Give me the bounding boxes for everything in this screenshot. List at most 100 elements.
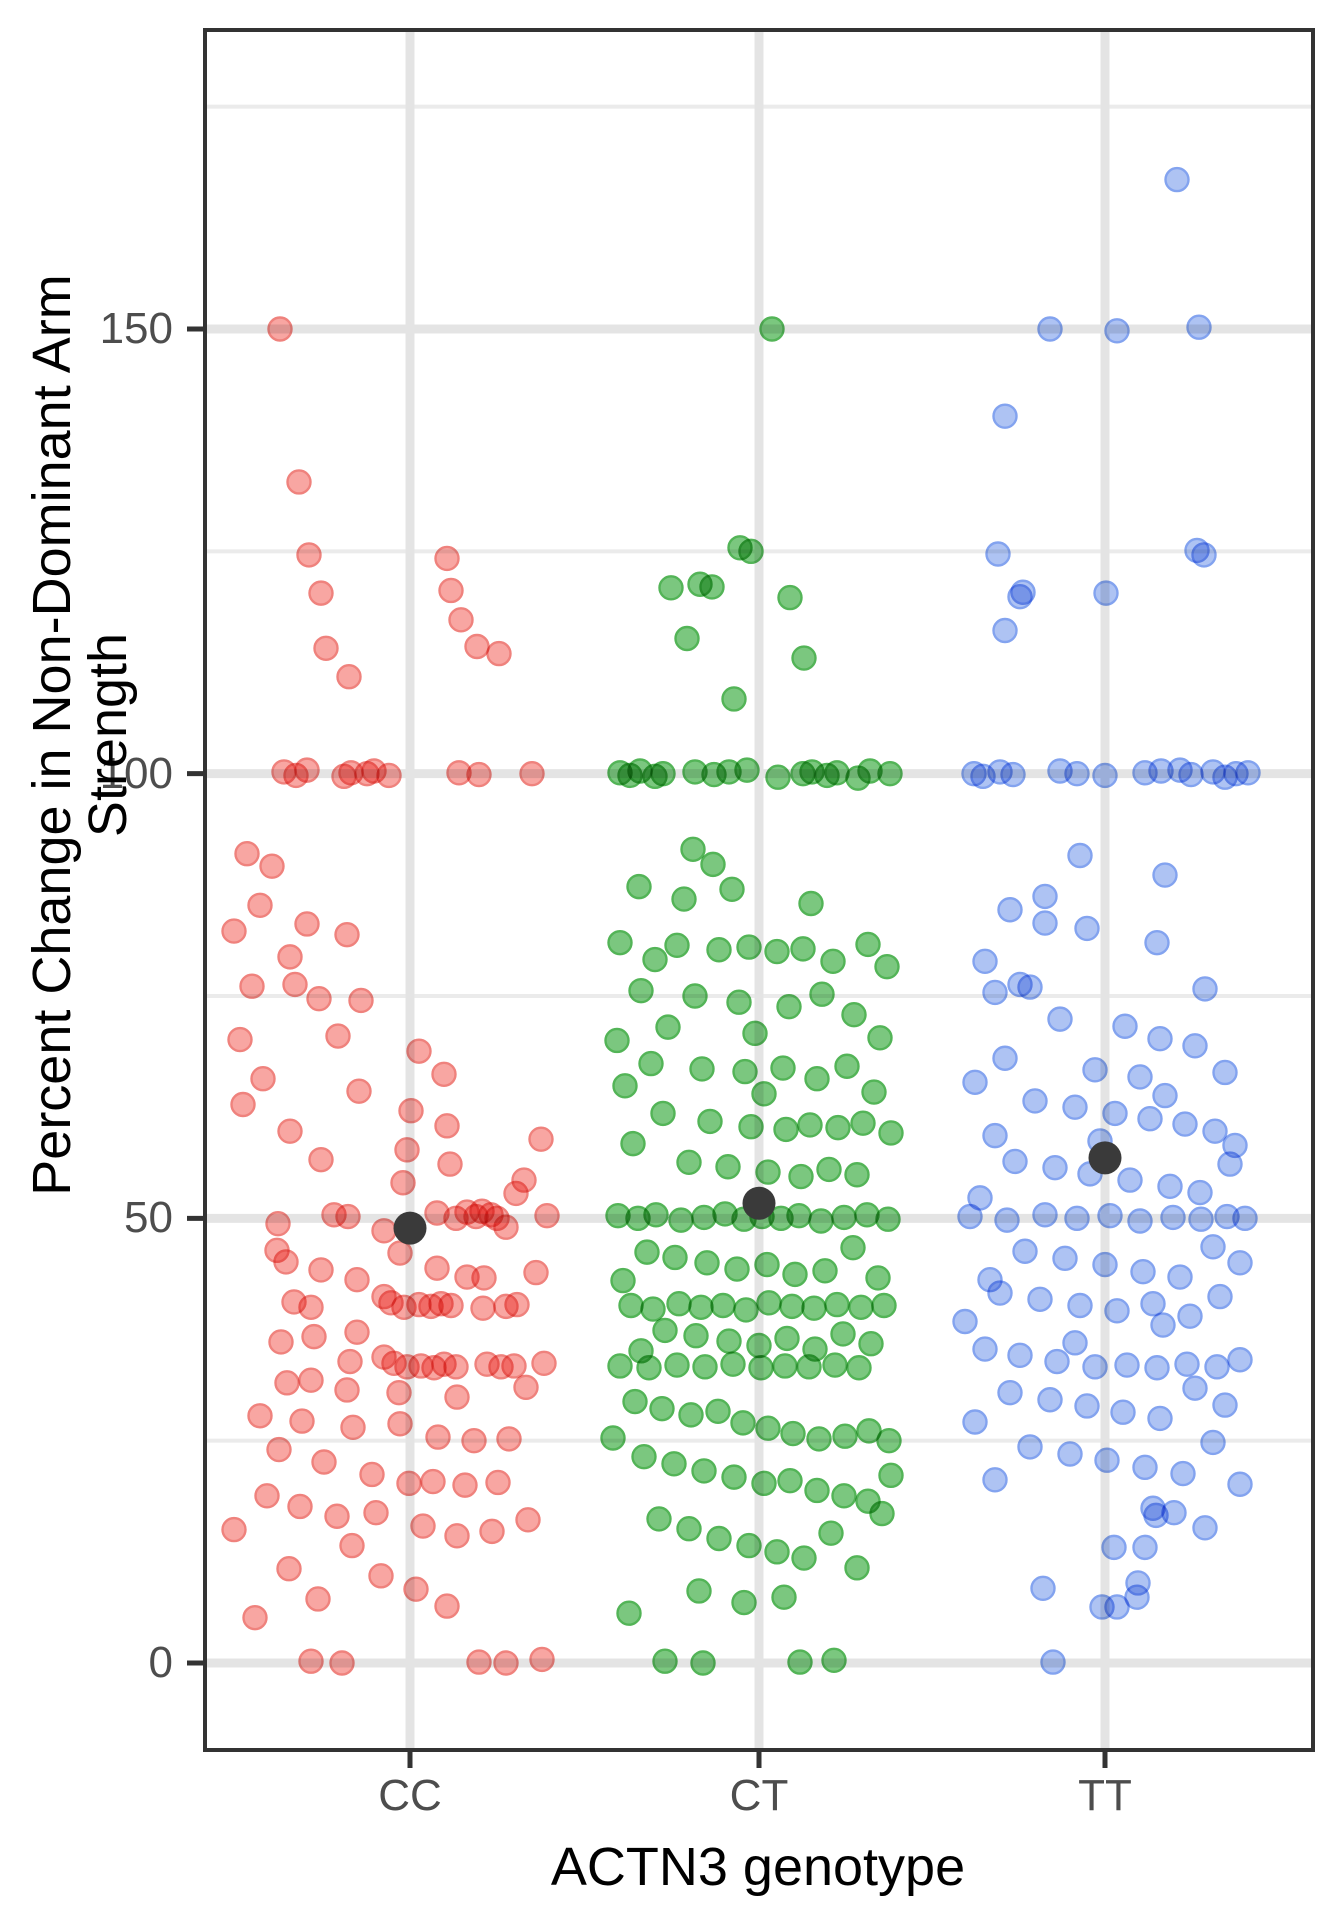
data-point (736, 1532, 762, 1559)
data-point (336, 664, 362, 690)
data-point (628, 977, 654, 1004)
data-point (877, 760, 903, 787)
data-point (1097, 1202, 1123, 1229)
data-point (721, 686, 747, 712)
data-point (671, 886, 697, 912)
data-point (997, 1379, 1023, 1406)
data-point (294, 911, 320, 937)
data-point (776, 993, 802, 1020)
data-point (1227, 1471, 1253, 1497)
data-point (403, 1576, 429, 1602)
data-point (461, 1427, 487, 1454)
data-point (363, 1500, 389, 1526)
data-point (664, 1352, 690, 1378)
data-point (809, 981, 835, 1007)
axis-ticks (187, 326, 1108, 1768)
data-point (523, 1259, 549, 1286)
y-tick-label: 150 (99, 304, 173, 353)
data-point (686, 1578, 712, 1604)
data-point (1017, 974, 1043, 1000)
data-point (346, 1078, 372, 1104)
data-point (721, 1464, 747, 1490)
data-point (221, 1516, 247, 1543)
mean-point-CT (742, 1186, 776, 1220)
y-tick-label: 100 (99, 748, 173, 798)
data-point (689, 1056, 715, 1082)
data-point (655, 1014, 681, 1040)
data-point (344, 1266, 370, 1293)
data-point (650, 1100, 676, 1127)
data-point (841, 1001, 867, 1028)
data-point (772, 1353, 798, 1379)
data-point (786, 1202, 812, 1229)
data-point (1143, 1502, 1169, 1529)
data-point (325, 1023, 351, 1049)
data-point (726, 989, 752, 1015)
data-point (620, 1130, 646, 1157)
data-point (282, 971, 308, 998)
data-point (443, 1354, 469, 1380)
data-point (1137, 1106, 1163, 1132)
series-TT (952, 166, 1261, 1675)
data-point (818, 1520, 844, 1546)
data-point (1235, 760, 1261, 786)
data-point (425, 1424, 451, 1450)
data-point (875, 1206, 901, 1232)
data-point (719, 876, 745, 902)
data-point (1032, 883, 1058, 910)
x-tick-label: CC (378, 1771, 442, 1820)
data-point (780, 1420, 806, 1447)
data-point (1052, 1245, 1078, 1272)
data-point (434, 1113, 460, 1139)
data-point (985, 541, 1011, 567)
data-point (1067, 1292, 1093, 1319)
data-point (796, 1354, 822, 1380)
data-point (751, 1081, 777, 1107)
data-point (850, 1110, 876, 1136)
data-point (1178, 761, 1204, 788)
mean-point-TT (1088, 1141, 1122, 1175)
data-point (759, 316, 785, 342)
data-point (855, 931, 881, 958)
x-tick-label: CT (729, 1771, 789, 1820)
data-point (1192, 976, 1218, 1002)
data-point (697, 1108, 723, 1135)
data-point (674, 625, 700, 652)
data-point (311, 1449, 337, 1475)
data-point (470, 1295, 496, 1321)
data-point (992, 1045, 1018, 1071)
data-point (1157, 1173, 1183, 1200)
data-point (658, 575, 684, 601)
data-point (662, 1244, 688, 1271)
data-point (1130, 1258, 1156, 1285)
data-point (1042, 1154, 1068, 1181)
data-point (790, 936, 816, 962)
data-point (668, 1207, 694, 1233)
data-point (289, 1408, 315, 1434)
data-point (1067, 842, 1093, 869)
mean-point-CC (393, 1211, 427, 1245)
data-point (1167, 1264, 1193, 1290)
data-point (848, 1294, 874, 1320)
series-CC (221, 316, 560, 1676)
data-point (622, 1388, 648, 1415)
data-point (376, 762, 402, 789)
data-point (1074, 1393, 1100, 1419)
data-point (1037, 1387, 1063, 1413)
data-point (777, 584, 803, 611)
data-point (994, 1207, 1020, 1233)
data-point (756, 1290, 782, 1316)
data-point (738, 1114, 764, 1140)
data-point (493, 1650, 519, 1676)
data-point (858, 1331, 884, 1357)
data-point (1174, 1351, 1200, 1377)
data-point (1212, 1392, 1238, 1418)
data-point (1047, 1006, 1073, 1032)
data-point (952, 1308, 978, 1335)
data-point (294, 757, 320, 783)
data-point (787, 1649, 813, 1675)
data-point (1094, 1447, 1120, 1473)
data-point (777, 1467, 803, 1494)
data-point (1002, 1148, 1028, 1175)
